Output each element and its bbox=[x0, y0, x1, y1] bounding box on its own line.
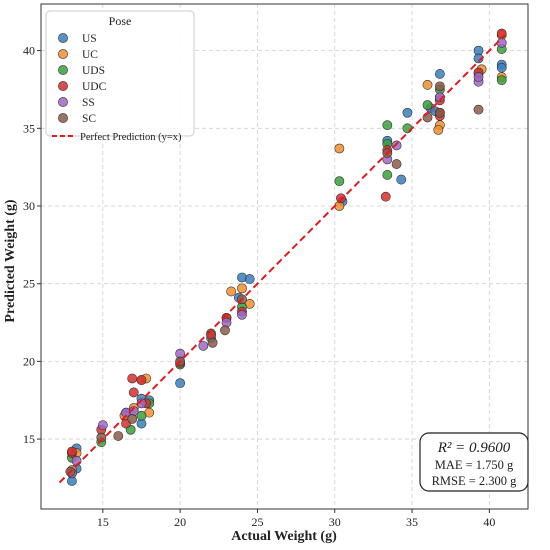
legend-marker-ss bbox=[58, 97, 68, 107]
point-sc bbox=[434, 81, 445, 92]
y-axis-ticks: 15 20 25 30 35 40 bbox=[23, 44, 41, 446]
y-tick-label: 25 bbox=[23, 277, 35, 291]
point-ss bbox=[136, 398, 147, 409]
point-ss bbox=[434, 92, 445, 103]
metrics-box: R² = 0.9600 MAE = 1.750 g RMSE = 2.300 g bbox=[419, 432, 529, 492]
data-points bbox=[58, 28, 507, 486]
point-ss bbox=[473, 72, 484, 82]
point-us bbox=[434, 69, 445, 79]
point-udc bbox=[127, 373, 138, 384]
point-uc bbox=[433, 124, 444, 135]
point-uds bbox=[402, 123, 413, 134]
point-udc bbox=[380, 191, 391, 202]
legend-label-ss: SS bbox=[82, 97, 95, 109]
legend-items: US UC UDS UDC SS SC Perfect Prediction (y=x) bbox=[52, 33, 182, 143]
point-uds bbox=[136, 410, 147, 421]
point-udc bbox=[336, 193, 346, 204]
point-uds bbox=[422, 100, 433, 110]
point-sc bbox=[96, 432, 107, 443]
point-sc bbox=[473, 104, 484, 115]
point-sc bbox=[220, 325, 230, 336]
legend-marker-uds bbox=[58, 65, 68, 75]
legend-label-uc: UC bbox=[82, 49, 98, 61]
legend-label-uds: UDS bbox=[82, 65, 105, 77]
x-tick-label: 35 bbox=[406, 515, 418, 529]
legend-label-sc: SC bbox=[82, 113, 96, 125]
point-uc bbox=[237, 283, 247, 294]
point-uc bbox=[226, 286, 237, 297]
y-tick-label: 40 bbox=[23, 44, 35, 58]
rmse-value: RMSE = 2.300 g bbox=[432, 474, 518, 488]
point-sc bbox=[207, 337, 218, 348]
point-uc bbox=[422, 79, 433, 90]
point-sc bbox=[127, 413, 138, 424]
x-axis-ticks: 15 20 25 30 35 40 bbox=[97, 509, 495, 529]
point-ss bbox=[391, 140, 402, 151]
point-us bbox=[473, 53, 484, 64]
point-uds bbox=[382, 120, 393, 131]
x-tick-label: 30 bbox=[329, 515, 341, 529]
legend-marker-us bbox=[58, 33, 68, 43]
point-udc bbox=[128, 387, 139, 398]
point-sc bbox=[391, 159, 402, 169]
legend: Pose US UC UDS UDC SS SC Perfect Prediction (y… bbox=[45, 10, 195, 143]
point-uds bbox=[496, 75, 507, 86]
point-sc bbox=[113, 431, 124, 441]
y-tick-label: 30 bbox=[23, 199, 35, 213]
legend-label-us: US bbox=[82, 33, 97, 45]
plot-frame bbox=[40, 3, 529, 510]
point-ss bbox=[237, 309, 247, 320]
point-us bbox=[175, 378, 186, 389]
point-ss bbox=[71, 455, 82, 466]
x-tick-label: 25 bbox=[251, 515, 263, 529]
legend-marker-sc bbox=[58, 113, 68, 123]
legend-label-reference-line: Perfect Prediction (y=x) bbox=[80, 132, 182, 143]
point-udc bbox=[496, 28, 507, 39]
legend-marker-uc bbox=[58, 49, 68, 59]
point-us bbox=[396, 174, 407, 185]
y-tick-label: 15 bbox=[23, 432, 35, 446]
x-tick-label: 15 bbox=[97, 515, 109, 529]
reference-line bbox=[58, 34, 506, 484]
point-ss bbox=[496, 37, 507, 48]
y-axis-label: Predicted Weight (g) bbox=[3, 199, 18, 322]
metrics-box-frame bbox=[419, 432, 529, 492]
legend-box bbox=[45, 10, 195, 137]
x-tick-label: 20 bbox=[174, 515, 186, 529]
point-udc bbox=[67, 446, 77, 457]
legend-title: Pose bbox=[109, 14, 132, 28]
legend-label-udc: UDC bbox=[82, 81, 107, 93]
point-uds bbox=[334, 176, 345, 187]
point-sc bbox=[434, 107, 445, 118]
x-axis-label: Actual Weight (g) bbox=[231, 529, 337, 544]
legend-marker-udc bbox=[58, 81, 68, 91]
mae-value: MAE = 1.750 g bbox=[435, 458, 514, 472]
point-sc bbox=[422, 112, 433, 123]
y-tick-label: 35 bbox=[23, 121, 35, 135]
x-tick-label: 40 bbox=[483, 515, 495, 529]
y-tick-label: 20 bbox=[23, 354, 35, 368]
point-us bbox=[244, 274, 255, 284]
point-us bbox=[402, 107, 413, 118]
point-udc bbox=[136, 375, 147, 385]
point-us bbox=[496, 62, 507, 73]
point-uds bbox=[382, 170, 393, 180]
point-ss bbox=[97, 420, 108, 430]
r2-value: R² = 0.9600 bbox=[437, 440, 511, 456]
point-ss bbox=[198, 340, 209, 351]
point-uc bbox=[334, 143, 345, 154]
